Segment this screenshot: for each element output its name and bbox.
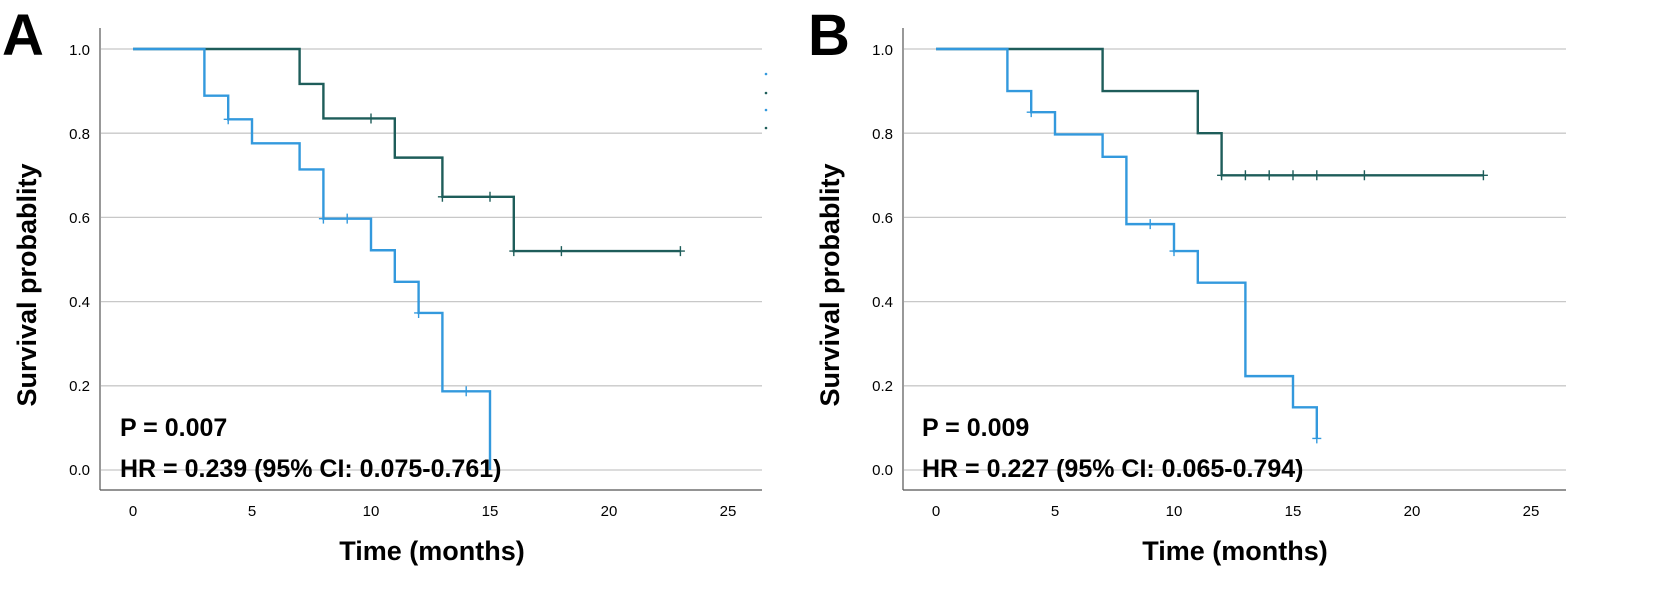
panel-a-ytick: 0.6 — [69, 210, 90, 227]
panel-b-ytick: 0.0 — [872, 462, 893, 479]
panel-b-dark-censor-mark — [1359, 170, 1369, 181]
panel-a-legend-dot — [764, 108, 768, 112]
panel-a-grid — [101, 48, 762, 471]
panel-b-xtick: 25 — [1523, 503, 1540, 520]
panel-a-light-censor-mark — [414, 307, 424, 318]
panel-b-x-axis-title: Time (months) — [1142, 536, 1328, 566]
panel-b-y-ticks: 0.0 0.2 0.4 0.6 0.8 1.0 — [872, 42, 893, 479]
panel-b-dark-survival-curve — [936, 47, 1484, 177]
panel-a-legend-dots — [764, 72, 768, 130]
panel-a-light-censor-mark — [223, 114, 233, 125]
panel-b-grid — [904, 48, 1566, 471]
panel-a-xtick: 15 — [482, 503, 499, 520]
panel-b-xtick: 5 — [1051, 503, 1059, 520]
panel-a-legend-dot — [764, 126, 768, 130]
panel-b-dark-censor-mark — [1312, 170, 1322, 181]
panel-a-plot-frame — [99, 28, 762, 491]
panel-a-dark-censor-mark — [556, 246, 566, 257]
panel-b-letter: B — [808, 3, 850, 68]
panel-a-hazard-ratio: HR = 0.239 (95% CI: 0.075-0.761) — [120, 455, 501, 483]
panel-b-xtick: 20 — [1404, 503, 1421, 520]
panel-a-dark-survival-curve — [133, 47, 681, 253]
panel-b-ytick: 0.2 — [872, 378, 893, 395]
panel-a-ytick: 0.2 — [69, 378, 90, 395]
panel-a: A 0.0 0.2 0.4 0.6 0.8 1.0 0 5 10 15 20 2… — [2, 3, 768, 566]
panel-b-dark-censor-mark — [1217, 170, 1227, 181]
panel-b-light-censor-mark — [1026, 107, 1036, 118]
panel-a-xtick: 0 — [129, 503, 137, 520]
panel-a-x-axis-title: Time (months) — [339, 536, 525, 566]
panel-b-light-survival-curve — [936, 47, 1318, 439]
panel-a-xtick: 20 — [601, 503, 618, 520]
panel-b-dark-censor-mark — [1264, 170, 1274, 181]
panel-a-dark-censor-mark — [675, 246, 685, 257]
panel-b-light-censor-mark — [1145, 219, 1155, 230]
panel-a-y-ticks: 0.0 0.2 0.4 0.6 0.8 1.0 — [69, 42, 90, 479]
panel-a-xtick: 5 — [248, 503, 256, 520]
panel-b-x-ticks: 0 5 10 15 20 25 — [932, 503, 1540, 520]
panel-a-dark-censor-mark — [437, 191, 447, 202]
panel-b-hazard-ratio: HR = 0.227 (95% CI: 0.065-0.794) — [922, 455, 1303, 483]
panel-b-ytick: 1.0 — [872, 42, 893, 59]
panel-a-ytick: 1.0 — [69, 42, 90, 59]
panel-a-xtick: 10 — [363, 503, 380, 520]
panel-b-xtick: 10 — [1166, 503, 1183, 520]
panel-a-p-value: P = 0.007 — [120, 414, 227, 442]
panel-a-light-censor-mark — [461, 386, 471, 397]
panel-b-y-axis-title: Survival probablity — [815, 163, 845, 406]
panel-a-letter: A — [2, 3, 44, 68]
panel-b-dark-censor-mark — [1478, 170, 1488, 181]
panel-a-legend-dot — [764, 91, 768, 95]
panel-b-dark-censor-mark — [1240, 170, 1250, 181]
panel-a-x-ticks: 0 5 10 15 20 25 — [129, 503, 737, 520]
panel-b-light-censor-mark — [1312, 433, 1322, 444]
panel-a-curves — [133, 47, 685, 470]
panel-a-light-survival-curve — [133, 47, 492, 470]
panel-b-light-censor-mark — [1169, 246, 1179, 257]
panel-a-ytick: 0.4 — [69, 294, 90, 311]
panel-b-dark-censor-mark — [1288, 170, 1298, 181]
panel-a-light-censor-mark — [318, 213, 328, 224]
panel-b-xtick: 0 — [932, 503, 940, 520]
panel-a-dark-censor-mark — [485, 191, 495, 202]
panel-a-dark-censor-mark — [366, 113, 376, 124]
panel-a-dark-censor-mark — [509, 246, 519, 257]
panel-b-xtick: 15 — [1285, 503, 1302, 520]
panel-b-plot-frame — [902, 28, 1566, 491]
panel-a-y-axis-title: Survival probablity — [12, 163, 42, 406]
panel-b-p-value: P = 0.009 — [922, 414, 1029, 442]
panel-a-xtick: 25 — [720, 503, 737, 520]
panel-a-light-censor-mark — [342, 213, 352, 224]
panel-b-curves — [936, 47, 1488, 444]
panel-b-ytick: 0.4 — [872, 294, 893, 311]
panel-a-legend-dot — [764, 72, 768, 76]
panel-b-ytick: 0.6 — [872, 210, 893, 227]
panel-a-ytick: 0.8 — [69, 126, 90, 143]
panel-b-ytick: 0.8 — [872, 126, 893, 143]
panel-a-ytick: 0.0 — [69, 462, 90, 479]
panel-b: B 0.0 0.2 0.4 0.6 0.8 1.0 0 5 10 15 20 2… — [808, 3, 1566, 566]
